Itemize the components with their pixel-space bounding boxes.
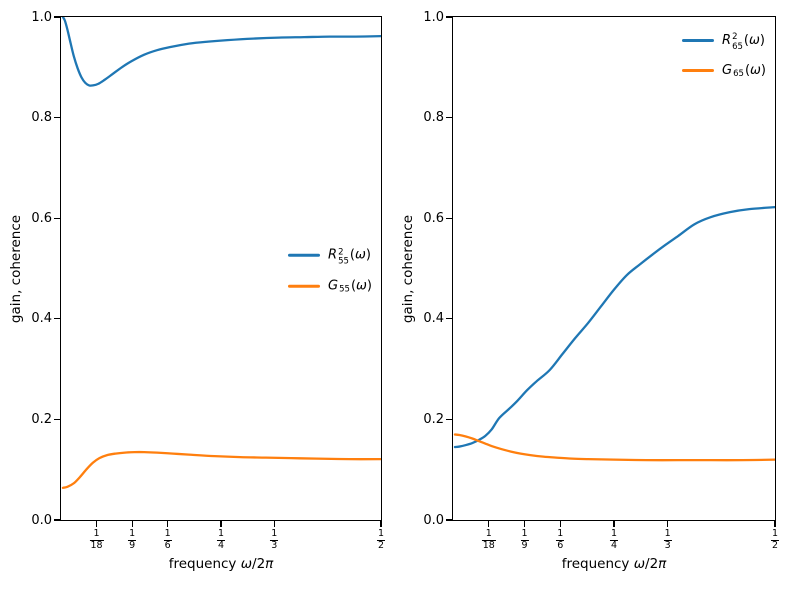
x-tick-mark [667, 521, 669, 527]
x-tick-label: 1 18 [481, 528, 496, 551]
legend-line-sample [682, 38, 715, 42]
y-tick-label: 1.0 [423, 9, 444, 25]
left-legend: R 2 55(ω) G 55(ω) [288, 243, 372, 294]
x-tick-mark [95, 521, 98, 527]
x-tick-mark [488, 521, 490, 527]
y-tick-mark [446, 117, 452, 119]
x-tick-mark [613, 521, 615, 527]
right-x-axis-label: frequency ω/2π [561, 556, 667, 572]
legend-label: R 2 55(ω) [328, 247, 371, 267]
y-tick-mark [446, 16, 452, 18]
y-tick-mark [446, 318, 452, 320]
y-tick-mark [54, 117, 60, 119]
right-y-axis-label: gain, coherence [400, 214, 416, 323]
x-tick-mark [559, 521, 561, 527]
y-tick-label: 0.2 [423, 411, 444, 427]
left-y-axis-label: gain, coherence [8, 214, 24, 323]
y-tick-label: 0.6 [423, 210, 444, 226]
y-tick-label: 0.4 [31, 311, 52, 327]
y-tick-mark [446, 418, 452, 420]
y-tick-mark [446, 519, 452, 521]
y-tick-mark [54, 519, 60, 521]
R2-65-curve [453, 205, 775, 449]
legend-entry-R2-65: R 2 65(ω) [682, 28, 766, 52]
x-tick-mark [774, 521, 776, 527]
legend-entry-G-65: G 65(ω) [682, 63, 766, 79]
G-65-curve [453, 433, 775, 462]
y-tick-mark [54, 318, 60, 320]
y-tick-mark [446, 217, 452, 219]
legend-label: G 55(ω) [328, 278, 372, 295]
right-curves-canvas [453, 205, 775, 462]
x-tick-mark [523, 521, 526, 527]
R2-55-curve [61, 17, 381, 87]
x-tick-mark [220, 521, 222, 527]
legend-line-sample [288, 284, 321, 288]
x-tick-label: 1 18 [89, 528, 104, 551]
G-55-curve [61, 450, 381, 489]
y-tick-mark [54, 418, 60, 420]
y-tick-label: 0.8 [423, 110, 444, 126]
legend-line-sample [288, 253, 321, 257]
left-curves-canvas [61, 17, 381, 489]
x-tick-mark [167, 521, 169, 527]
x-tick-mark [131, 521, 133, 527]
y-tick-label: 1.0 [31, 9, 52, 25]
y-tick-label: 0.0 [31, 512, 52, 528]
y-tick-mark [54, 16, 60, 18]
legend-entry-G-55: G 55(ω) [288, 278, 372, 294]
right-legend: R 2 65(ω) G 65(ω) [682, 28, 766, 79]
legend-label: G 65(ω) [722, 63, 766, 80]
legend-entry-R2-55: R 2 55(ω) [288, 243, 372, 267]
y-tick-label: 0.4 [423, 311, 444, 327]
y-tick-label: 0.2 [31, 411, 52, 427]
legend-line-sample [682, 69, 715, 73]
right-plot-area: gain, coherence frequency ω/2π R 2 65(ω) G 6… [400, 11, 780, 572]
left-plot-area: gain, coherence frequency ω/2π R 2 55(ω) G 5… [8, 11, 386, 572]
y-tick-label: 0.6 [31, 210, 52, 226]
y-tick-label: 0.0 [423, 512, 444, 528]
legend-label: R 2 65(ω) [722, 32, 765, 52]
left-x-axis-label: frequency ω/2π [168, 556, 274, 572]
y-tick-mark [54, 217, 60, 219]
x-tick-mark [380, 521, 382, 527]
x-tick-mark [273, 521, 275, 527]
y-tick-label: 0.8 [31, 110, 52, 126]
